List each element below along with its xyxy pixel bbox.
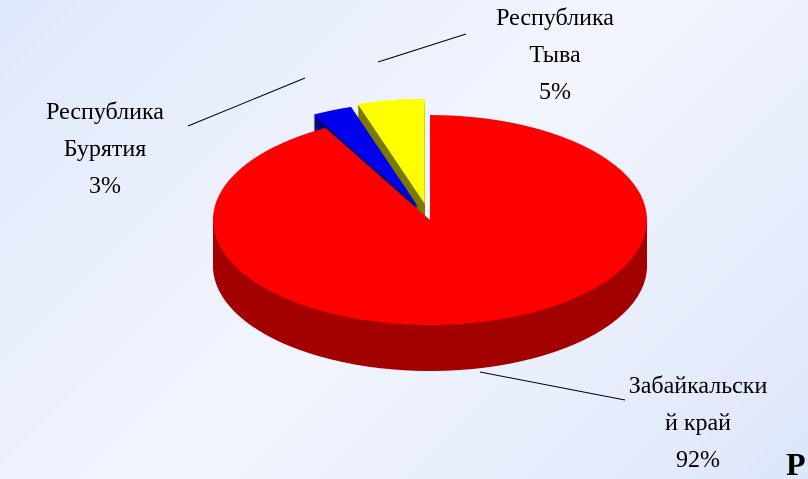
label-name: Республика Тыва [496, 5, 614, 68]
data-label: Республика Тыва 5% [465, 0, 645, 111]
slice [357, 98, 425, 204]
label-value: 92% [676, 447, 720, 473]
data-label: Республика Бурятия 3% [20, 94, 190, 205]
label-name: Забайкальский край [628, 373, 768, 436]
slice [313, 106, 419, 207]
leader-line [479, 371, 626, 401]
label-value: 5% [539, 79, 571, 105]
text-fragment: Р [786, 446, 806, 479]
leader-line [187, 77, 306, 127]
label-value: 3% [89, 173, 121, 199]
leader-line [377, 33, 467, 63]
label-name: Республика Бурятия [46, 99, 164, 162]
slice [212, 115, 648, 325]
data-label: Забайкальский край 92% [618, 368, 778, 479]
